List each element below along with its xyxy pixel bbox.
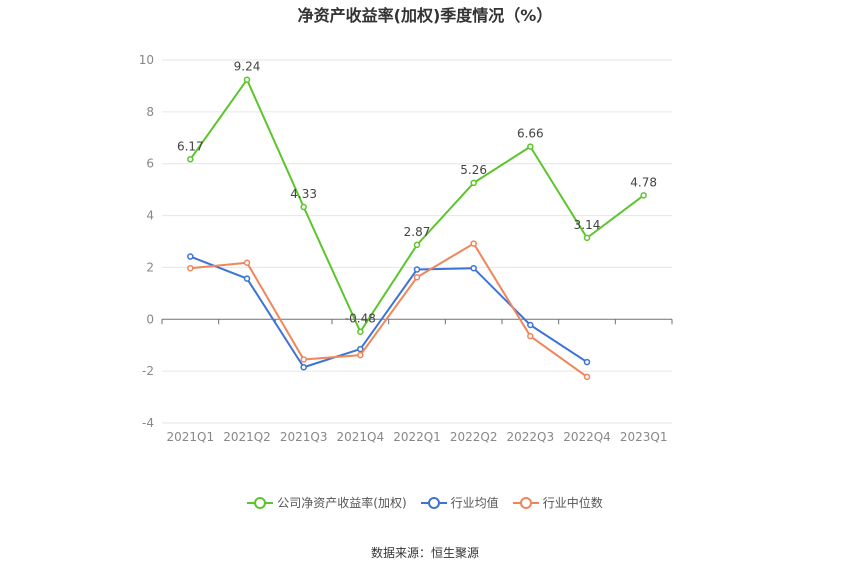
- legend: 公司净资产收益率(加权) 行业均值 行业中位数: [0, 494, 850, 511]
- x-tick-label: 2022Q1: [393, 430, 441, 444]
- data-point: [583, 234, 591, 242]
- data-point: [527, 321, 534, 329]
- data-label: 5.26: [460, 163, 487, 177]
- data-point: [640, 192, 647, 199]
- data-point: [300, 203, 307, 211]
- x-tick-label: 2021Q3: [280, 430, 328, 444]
- y-tick-label: -4: [142, 416, 154, 430]
- x-tick-label: 2021Q4: [337, 430, 385, 444]
- y-tick-label: 10: [139, 53, 154, 67]
- x-tick-label: 2021Q2: [223, 430, 271, 444]
- data-point: [470, 179, 477, 187]
- y-tick-label: 4: [146, 209, 154, 223]
- legend-mean-icon: [420, 496, 447, 509]
- data-point: [413, 266, 421, 273]
- y-tick-label: 0: [146, 312, 154, 326]
- data-point: [470, 240, 477, 247]
- data-label: 6.66: [517, 127, 544, 141]
- data-point: [243, 275, 251, 282]
- series-line: [190, 242, 588, 378]
- data-point: [243, 259, 251, 267]
- line-chart: 10 8 6 4 2 0 -2 -4 2021Q1 2021Q2 2021Q3 2021Q4 2022Q…: [139, 53, 673, 444]
- x-tick-label: 2022Q4: [563, 430, 611, 444]
- data-point: [527, 332, 534, 340]
- data-label: 6.17: [177, 139, 204, 153]
- data-label: 4.78: [630, 175, 657, 189]
- legend-company-label: 公司净资产收益率(加权): [277, 496, 407, 510]
- legend-mean-label: 行业均值: [450, 496, 499, 510]
- data-point: [583, 358, 591, 366]
- data-point: [243, 76, 251, 83]
- data-point: [527, 143, 534, 150]
- data-label: 9.24: [234, 60, 261, 74]
- x-tick-label: 2023Q1: [620, 430, 668, 444]
- data-point: [357, 345, 364, 353]
- data-label: -0.48: [345, 312, 376, 326]
- legend-item-company[interactable]: 公司净资产收益率(加权): [247, 494, 407, 511]
- data-point: [357, 351, 364, 359]
- data-point: [413, 274, 421, 281]
- series-line: [189, 78, 645, 333]
- data-label: 3.14: [574, 218, 601, 232]
- x-tick-label: 2021Q1: [167, 430, 215, 444]
- chart-title: 净资产收益率(加权)季度情况（%）: [297, 6, 553, 25]
- legend-item-industry-mean[interactable]: 行业均值: [420, 494, 499, 511]
- data-point: [300, 364, 307, 371]
- x-tick-label: 2022Q2: [450, 430, 498, 444]
- data-point: [300, 356, 307, 363]
- y-tick-label: 6: [146, 157, 154, 171]
- data-point: [187, 156, 194, 163]
- x-tick-label: 2022Q3: [507, 430, 555, 444]
- data-point: [583, 373, 591, 381]
- data-point: [413, 241, 421, 249]
- data-point: [187, 264, 194, 272]
- legend-median-label: 行业中位数: [542, 496, 603, 510]
- legend-company-icon: [247, 496, 274, 509]
- data-label: 2.87: [404, 225, 431, 239]
- legend-median-icon: [512, 496, 539, 509]
- y-tick-label: 2: [146, 260, 154, 274]
- data-source: 数据来源：恒生聚源: [370, 546, 479, 560]
- series-line: [189, 255, 588, 369]
- data-point: [470, 264, 477, 272]
- data-label: 4.33: [290, 187, 317, 201]
- legend-item-industry-median[interactable]: 行业中位数: [512, 494, 603, 511]
- data-point: [357, 328, 364, 335]
- y-tick-label: -2: [142, 364, 154, 378]
- y-tick-label: 8: [146, 105, 154, 119]
- data-point: [187, 253, 194, 260]
